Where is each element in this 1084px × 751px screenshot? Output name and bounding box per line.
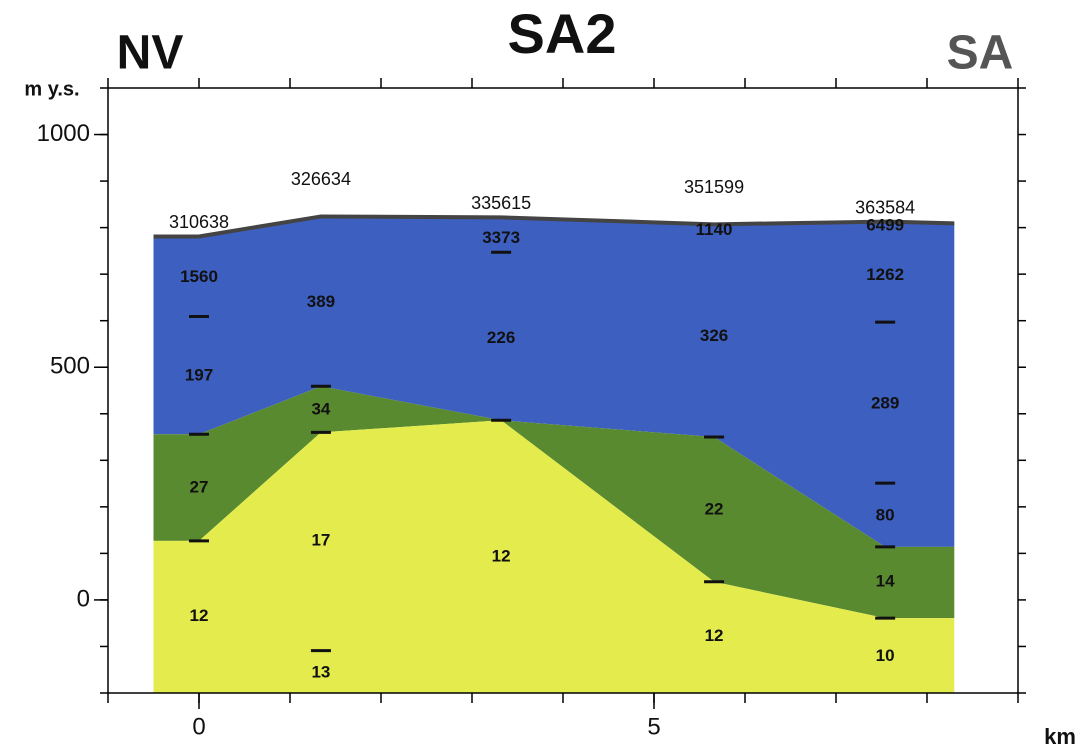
resistivity-value: 1262 [866,265,904,284]
resistivity-value: 197 [185,366,213,385]
borehole-label: 310638 [169,212,229,232]
right-label: SA [947,27,1014,80]
left-label: NV [117,27,184,80]
chart-title: SA2 [508,2,617,65]
resistivity-value: 22 [705,500,724,519]
resistivity-value: 13 [311,662,330,681]
borehole-label: 335615 [471,193,531,213]
x-axis-label: km [1044,724,1076,749]
resistivity-value: 3373 [482,228,520,247]
chart: SA2 NV SA m y.s. km 310638 1560 197 27 12 326… [0,0,1084,751]
resistivity-value: 326 [700,326,728,345]
resistivity-value: 1140 [696,220,733,239]
resistivity-value: 27 [190,478,209,497]
resistivity-value: 1560 [180,267,218,286]
y-axis-label: m y.s. [24,78,79,100]
resistivity-value: 389 [307,292,335,311]
borehole-label: 363584 [855,197,915,217]
resistivity-value: 289 [871,393,899,412]
resistivity-value: 6499 [866,216,904,235]
x-tick-label: 5 [647,713,660,740]
y-tick-label: 0 [77,585,90,612]
page: {"chart_data": { "type": "section", "tit… [0,0,1084,751]
resistivity-value: 34 [311,400,330,419]
resistivity-value: 12 [190,606,209,625]
borehole-label: 326634 [291,169,351,189]
resistivity-value: 12 [705,626,724,645]
y-tick-label: 500 [50,353,90,380]
resistivity-value: 10 [876,646,895,665]
resistivity-value: 226 [487,328,515,347]
resistivity-value: 17 [311,530,330,549]
resistivity-value: 80 [876,506,895,525]
resistivity-value: 14 [876,571,895,590]
borehole-label: 351599 [684,177,744,197]
resistivity-value: 12 [492,547,511,566]
x-tick-label: 0 [192,713,205,740]
y-tick-label: 1000 [37,120,90,147]
